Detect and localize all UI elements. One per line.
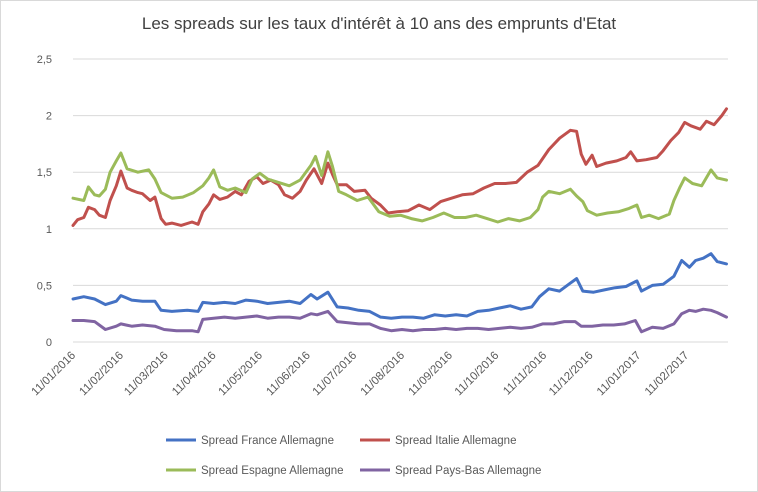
- y-tick-label: 2: [46, 111, 52, 123]
- x-tick-label: 11/01/2016: [30, 350, 79, 399]
- legend-label: Spread France Allemagne: [201, 435, 334, 447]
- x-tick-label: 11/05/2016: [216, 350, 265, 399]
- y-axis-ticks: 0 0,5 1 1,5 2 2,5: [37, 54, 52, 349]
- legend: Spread France Allemagne Spread Italie All…: [166, 435, 541, 477]
- y-tick-label: 2,5: [37, 54, 52, 66]
- x-tick-label: 11/01/2017: [595, 350, 644, 399]
- x-tick-label: 11/08/2016: [359, 350, 408, 399]
- series-line: [71, 307, 728, 334]
- y-tick-label: 0,5: [37, 280, 52, 292]
- gridlines: [73, 58, 728, 343]
- series-line: [71, 107, 728, 227]
- series-line: [71, 252, 728, 320]
- series-lines: [71, 107, 728, 334]
- series-line: [71, 150, 728, 224]
- x-tick-label: 11/10/2016: [453, 350, 502, 399]
- x-tick-label: 11/09/2016: [406, 350, 455, 399]
- y-tick-label: 0: [46, 337, 52, 349]
- legend-label: Spread Espagne Allemagne: [201, 465, 344, 477]
- legend-label: Spread Pays-Bas Allemagne: [395, 465, 541, 477]
- x-tick-label: 11/11/2016: [501, 350, 549, 398]
- x-tick-label: 11/03/2016: [122, 350, 171, 399]
- x-tick-label: 11/04/2016: [170, 350, 219, 399]
- x-tick-label: 11/02/2016: [77, 350, 126, 399]
- x-tick-label: 11/06/2016: [264, 350, 313, 399]
- x-tick-label: 11/02/2017: [643, 350, 692, 399]
- x-tick-label: 11/12/2016: [547, 350, 596, 399]
- chart-title: Les spreads sur les taux d'intérêt à 10 …: [141, 14, 617, 33]
- x-tick-label: 11/07/2016: [311, 350, 360, 399]
- y-tick-label: 1: [46, 224, 52, 236]
- y-tick-label: 1,5: [37, 167, 52, 179]
- legend-label: Spread Italie Allemagne: [395, 435, 516, 447]
